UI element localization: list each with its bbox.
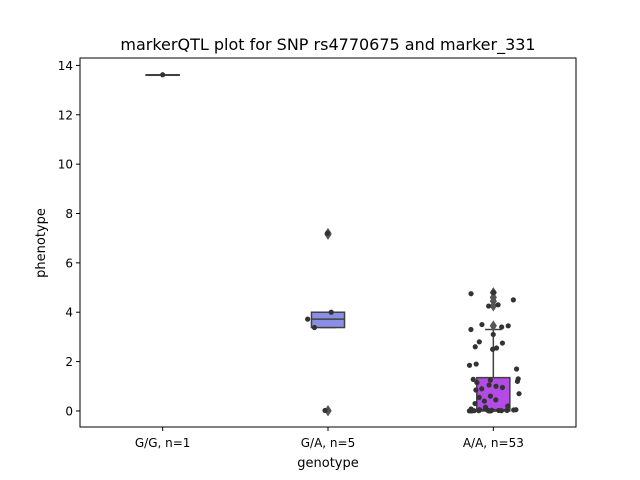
data-point <box>504 407 510 414</box>
data-point <box>499 324 505 330</box>
data-point <box>473 361 479 367</box>
y-tick-label: 12 <box>58 108 73 122</box>
y-tick-label: 4 <box>65 306 73 320</box>
y-tick-label: 6 <box>65 256 73 270</box>
data-point <box>499 384 506 391</box>
data-point <box>476 339 482 345</box>
data-point <box>495 302 501 308</box>
data-point <box>514 378 521 384</box>
data-point <box>491 289 497 296</box>
data-point <box>487 377 493 383</box>
data-point <box>466 362 473 368</box>
data-point <box>486 382 492 388</box>
data-point <box>479 321 485 328</box>
data-point <box>505 403 511 409</box>
box-2 <box>476 376 511 412</box>
data-point <box>479 386 485 392</box>
data-point <box>486 408 492 414</box>
data-point <box>505 323 511 329</box>
data-point <box>472 344 478 350</box>
data-point <box>476 394 482 400</box>
plot-frame <box>79 57 577 428</box>
outlier-marker <box>489 320 497 332</box>
data-point <box>511 407 517 413</box>
data-point <box>328 309 334 315</box>
data-point <box>513 366 520 372</box>
y-tick-label: 10 <box>58 158 73 172</box>
data-point <box>487 393 494 399</box>
y-tick-label: 2 <box>65 355 73 369</box>
data-point <box>486 303 492 309</box>
y-tick-label: 0 <box>65 404 73 418</box>
data-point <box>322 407 328 414</box>
data-point <box>476 408 482 414</box>
x-axis: G/G, n=1 G/A, n=5 A/A, n=53 <box>135 427 524 450</box>
data-point <box>474 379 480 386</box>
data-point <box>311 324 318 331</box>
y-tick-label: 8 <box>65 207 73 221</box>
data-point <box>468 291 474 297</box>
data-point <box>490 331 496 338</box>
data-point <box>470 376 476 382</box>
chart-title: markerQTL plot for SNP rs4770675 and mar… <box>120 35 535 55</box>
data-point <box>493 383 499 389</box>
x-axis-label: genotype <box>297 456 358 471</box>
x-tick-label: G/G, n=1 <box>135 436 191 450</box>
y-tick-label: 14 <box>58 59 73 73</box>
x-tick-label: G/A, n=5 <box>301 436 355 450</box>
data-point <box>481 398 487 404</box>
data-point <box>324 230 331 236</box>
data-point <box>490 346 496 352</box>
x-tick-label: A/A, n=53 <box>463 436 524 450</box>
y-axis-label: phenotype <box>34 208 49 278</box>
data-point <box>493 397 499 403</box>
data-point <box>305 316 311 322</box>
data-point <box>499 340 506 346</box>
data-point <box>498 408 505 414</box>
data-point <box>510 297 516 303</box>
data-point <box>160 72 166 78</box>
data-point <box>466 408 473 414</box>
y-axis: 0 2 4 6 8 10 12 14 <box>58 59 80 418</box>
data-point <box>473 387 479 393</box>
data-point <box>516 391 522 397</box>
boxes-layer <box>145 74 511 417</box>
points-layer <box>160 72 522 414</box>
data-point <box>468 326 474 333</box>
data-point <box>472 400 478 407</box>
